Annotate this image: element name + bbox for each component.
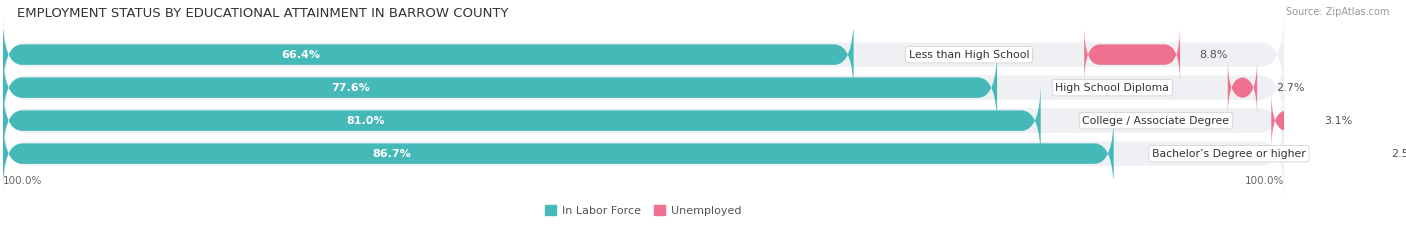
FancyBboxPatch shape — [3, 48, 997, 127]
Text: Less than High School: Less than High School — [908, 50, 1029, 60]
FancyBboxPatch shape — [1271, 91, 1305, 150]
Text: EMPLOYMENT STATUS BY EDUCATIONAL ATTAINMENT IN BARROW COUNTY: EMPLOYMENT STATUS BY EDUCATIONAL ATTAINM… — [17, 7, 509, 20]
FancyBboxPatch shape — [3, 73, 1284, 168]
Text: 66.4%: 66.4% — [281, 50, 321, 60]
Text: 2.7%: 2.7% — [1277, 83, 1305, 93]
Text: College / Associate Degree: College / Associate Degree — [1083, 116, 1229, 126]
Text: 100.0%: 100.0% — [3, 176, 42, 186]
FancyBboxPatch shape — [1344, 124, 1372, 183]
FancyBboxPatch shape — [3, 114, 1114, 193]
FancyBboxPatch shape — [3, 15, 853, 94]
FancyBboxPatch shape — [1227, 58, 1257, 117]
Text: Source: ZipAtlas.com: Source: ZipAtlas.com — [1285, 7, 1389, 17]
Text: 100.0%: 100.0% — [1244, 176, 1284, 186]
Text: 81.0%: 81.0% — [347, 116, 385, 126]
FancyBboxPatch shape — [3, 7, 1284, 102]
Text: 8.8%: 8.8% — [1199, 50, 1227, 60]
Legend: In Labor Force, Unemployed: In Labor Force, Unemployed — [541, 201, 747, 220]
FancyBboxPatch shape — [1084, 25, 1180, 84]
Text: Bachelor’s Degree or higher: Bachelor’s Degree or higher — [1152, 149, 1306, 159]
FancyBboxPatch shape — [3, 106, 1284, 201]
Text: High School Diploma: High School Diploma — [1056, 83, 1170, 93]
FancyBboxPatch shape — [3, 81, 1040, 160]
Text: 2.5%: 2.5% — [1391, 149, 1406, 159]
Text: 86.7%: 86.7% — [373, 149, 411, 159]
Text: 77.6%: 77.6% — [332, 83, 370, 93]
Text: 3.1%: 3.1% — [1324, 116, 1353, 126]
FancyBboxPatch shape — [3, 41, 1284, 135]
